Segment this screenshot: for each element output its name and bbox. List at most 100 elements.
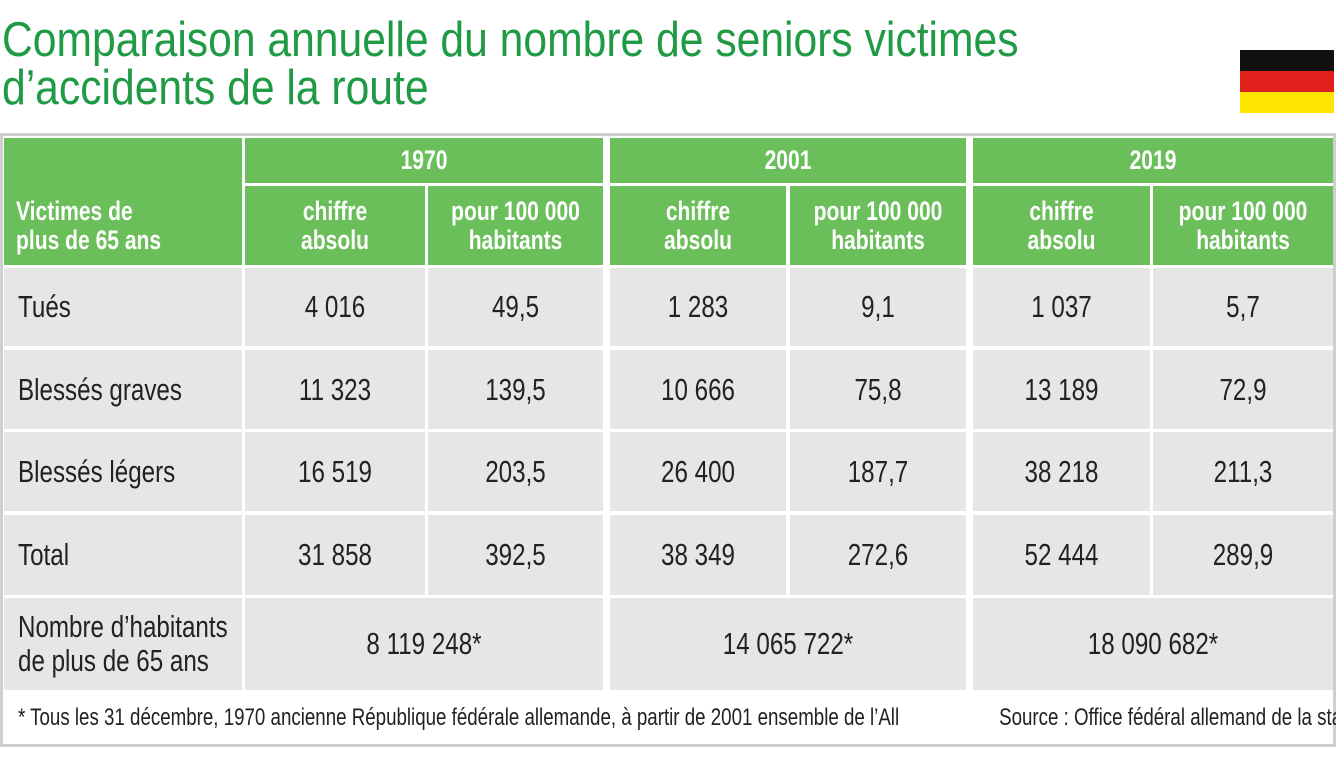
value-cell: 1 037 xyxy=(973,268,1150,346)
value-cell: 38 349 xyxy=(610,515,786,595)
value-cell: 4 016 xyxy=(245,268,425,346)
value-cell: 72,9 xyxy=(1153,350,1333,429)
cell-text: plus de 65 ans xyxy=(16,225,162,255)
cell-text: Nombre d’habitants xyxy=(18,609,228,644)
value-cell: 26 400 xyxy=(610,432,786,511)
cell-text: 289,9 xyxy=(1212,537,1274,572)
cell-text: 10 666 xyxy=(661,371,735,407)
value-cell: 49,5 xyxy=(428,268,603,346)
cell-text: chiffre xyxy=(302,195,368,226)
value-cell: 38 218 xyxy=(973,432,1150,511)
cell-text: 187,7 xyxy=(847,453,909,489)
value-cell: 139,5 xyxy=(428,350,603,429)
cell-text: habitants xyxy=(831,224,925,255)
value-cell: 203,5 xyxy=(428,432,603,511)
year-header: 2019 xyxy=(973,138,1333,183)
value-cell: 16 519 xyxy=(245,432,425,511)
value-cell: 31 858 xyxy=(245,515,425,595)
cell-text: absolu xyxy=(664,224,732,255)
cell-text: habitants xyxy=(1196,224,1290,255)
cell-text: 72,9 xyxy=(1219,371,1267,407)
population-label: Nombre d’habitants de plus de 65 ans xyxy=(4,598,242,690)
cell-text: pour 100 000 xyxy=(1178,195,1308,226)
cell-text: 272,6 xyxy=(847,537,909,572)
cell-text: 18 090 682* xyxy=(1087,626,1219,661)
value-cell: 289,9 xyxy=(1153,515,1333,595)
sub-header: chiffre absolu xyxy=(245,186,425,265)
cell-text: pour 100 000 xyxy=(451,195,580,226)
cell-text: 139,5 xyxy=(485,371,546,407)
value-cell: 211,3 xyxy=(1153,432,1333,511)
cell-text: 38 218 xyxy=(1024,453,1099,489)
cell-text: 16 519 xyxy=(298,453,372,489)
row-label: Blessés graves xyxy=(4,350,242,429)
sub-header: chiffre absolu xyxy=(610,186,786,265)
cell-text: 392,5 xyxy=(485,537,546,572)
cell-text: habitants xyxy=(468,224,563,255)
value-cell: 187,7 xyxy=(790,432,966,511)
population-cell: 8 119 248* xyxy=(245,598,603,690)
cell-text: * Tous les 31 décembre, 1970 ancienne Ré… xyxy=(18,704,967,731)
year-header: 2001 xyxy=(610,138,966,183)
title: Comparaison annuelle du nombre de senior… xyxy=(2,14,1202,114)
title-line: Comparaison annuelle du nombre de senior… xyxy=(2,13,1019,67)
cell-text: absolu xyxy=(1027,224,1096,255)
value-cell: 13 189 xyxy=(973,350,1150,429)
cell-text: 31 858 xyxy=(298,537,372,572)
cell-text: Blessés graves xyxy=(18,371,182,407)
cell-text: 75,8 xyxy=(854,371,902,407)
row-label: Tués xyxy=(4,268,242,346)
value-cell: 9,1 xyxy=(790,268,966,346)
cell-text: 52 444 xyxy=(1024,537,1099,572)
value-cell: 52 444 xyxy=(973,515,1150,595)
cell-text: 8 119 248* xyxy=(366,626,482,661)
cell-text: de plus de 65 ans xyxy=(18,643,209,678)
cell-text: 14 065 722* xyxy=(722,626,854,661)
value-cell: 5,7 xyxy=(1153,268,1333,346)
cell-text: 4 016 xyxy=(304,289,366,324)
sub-header: pour 100 000 habitants xyxy=(790,186,966,265)
title-line: d’accidents de la route xyxy=(2,61,429,115)
year-header: 1970 xyxy=(245,138,603,183)
cell-text: absolu xyxy=(301,224,369,255)
row-header: Victimes de plus de 65 ans xyxy=(4,138,242,265)
population-cell: 14 065 722* xyxy=(610,598,966,690)
cell-text: 26 400 xyxy=(661,453,735,489)
cell-text: pour 100 000 xyxy=(813,195,943,226)
cell-text: Tués xyxy=(18,289,71,324)
sub-header: chiffre absolu xyxy=(973,186,1150,265)
cell-text: chiffre xyxy=(1029,195,1094,226)
cell-text: 49,5 xyxy=(491,289,540,324)
cell-text: 38 349 xyxy=(661,537,735,572)
source: Source : Office fédéral allemand de la s… xyxy=(900,693,1336,743)
value-cell: 1 283 xyxy=(610,268,786,346)
row-label: Total xyxy=(4,515,242,595)
cell-text: 211,3 xyxy=(1213,453,1273,489)
cell-text: 13 189 xyxy=(1024,371,1099,407)
footnote: * Tous les 31 décembre, 1970 ancienne Ré… xyxy=(4,693,967,743)
row-label: Blessés légers xyxy=(4,432,242,511)
sub-header: pour 100 000 habitants xyxy=(428,186,603,265)
value-cell: 392,5 xyxy=(428,515,603,595)
cell-text: 2001 xyxy=(764,145,812,175)
cell-text: 203,5 xyxy=(485,453,546,489)
cell-text: 5,7 xyxy=(1226,289,1260,324)
cell-text: 2019 xyxy=(1129,145,1177,175)
cell-text: Blessés légers xyxy=(18,453,176,489)
value-cell: 75,8 xyxy=(790,350,966,429)
cell-text: 11 323 xyxy=(298,371,372,407)
cell-text: Victimes de xyxy=(16,196,133,226)
german-flag xyxy=(1240,50,1334,113)
value-cell: 11 323 xyxy=(245,350,425,429)
value-cell: 10 666 xyxy=(610,350,786,429)
sub-header: pour 100 000 habitants xyxy=(1153,186,1333,265)
cell-text: 9,1 xyxy=(861,289,895,324)
cell-text: 1970 xyxy=(400,145,448,175)
cell-text: chiffre xyxy=(665,195,731,226)
cell-text: 1 037 xyxy=(1031,289,1092,324)
cell-text: Total xyxy=(18,537,70,572)
cell-text: 1 283 xyxy=(667,289,729,324)
population-cell: 18 090 682* xyxy=(973,598,1333,690)
value-cell: 272,6 xyxy=(790,515,966,595)
